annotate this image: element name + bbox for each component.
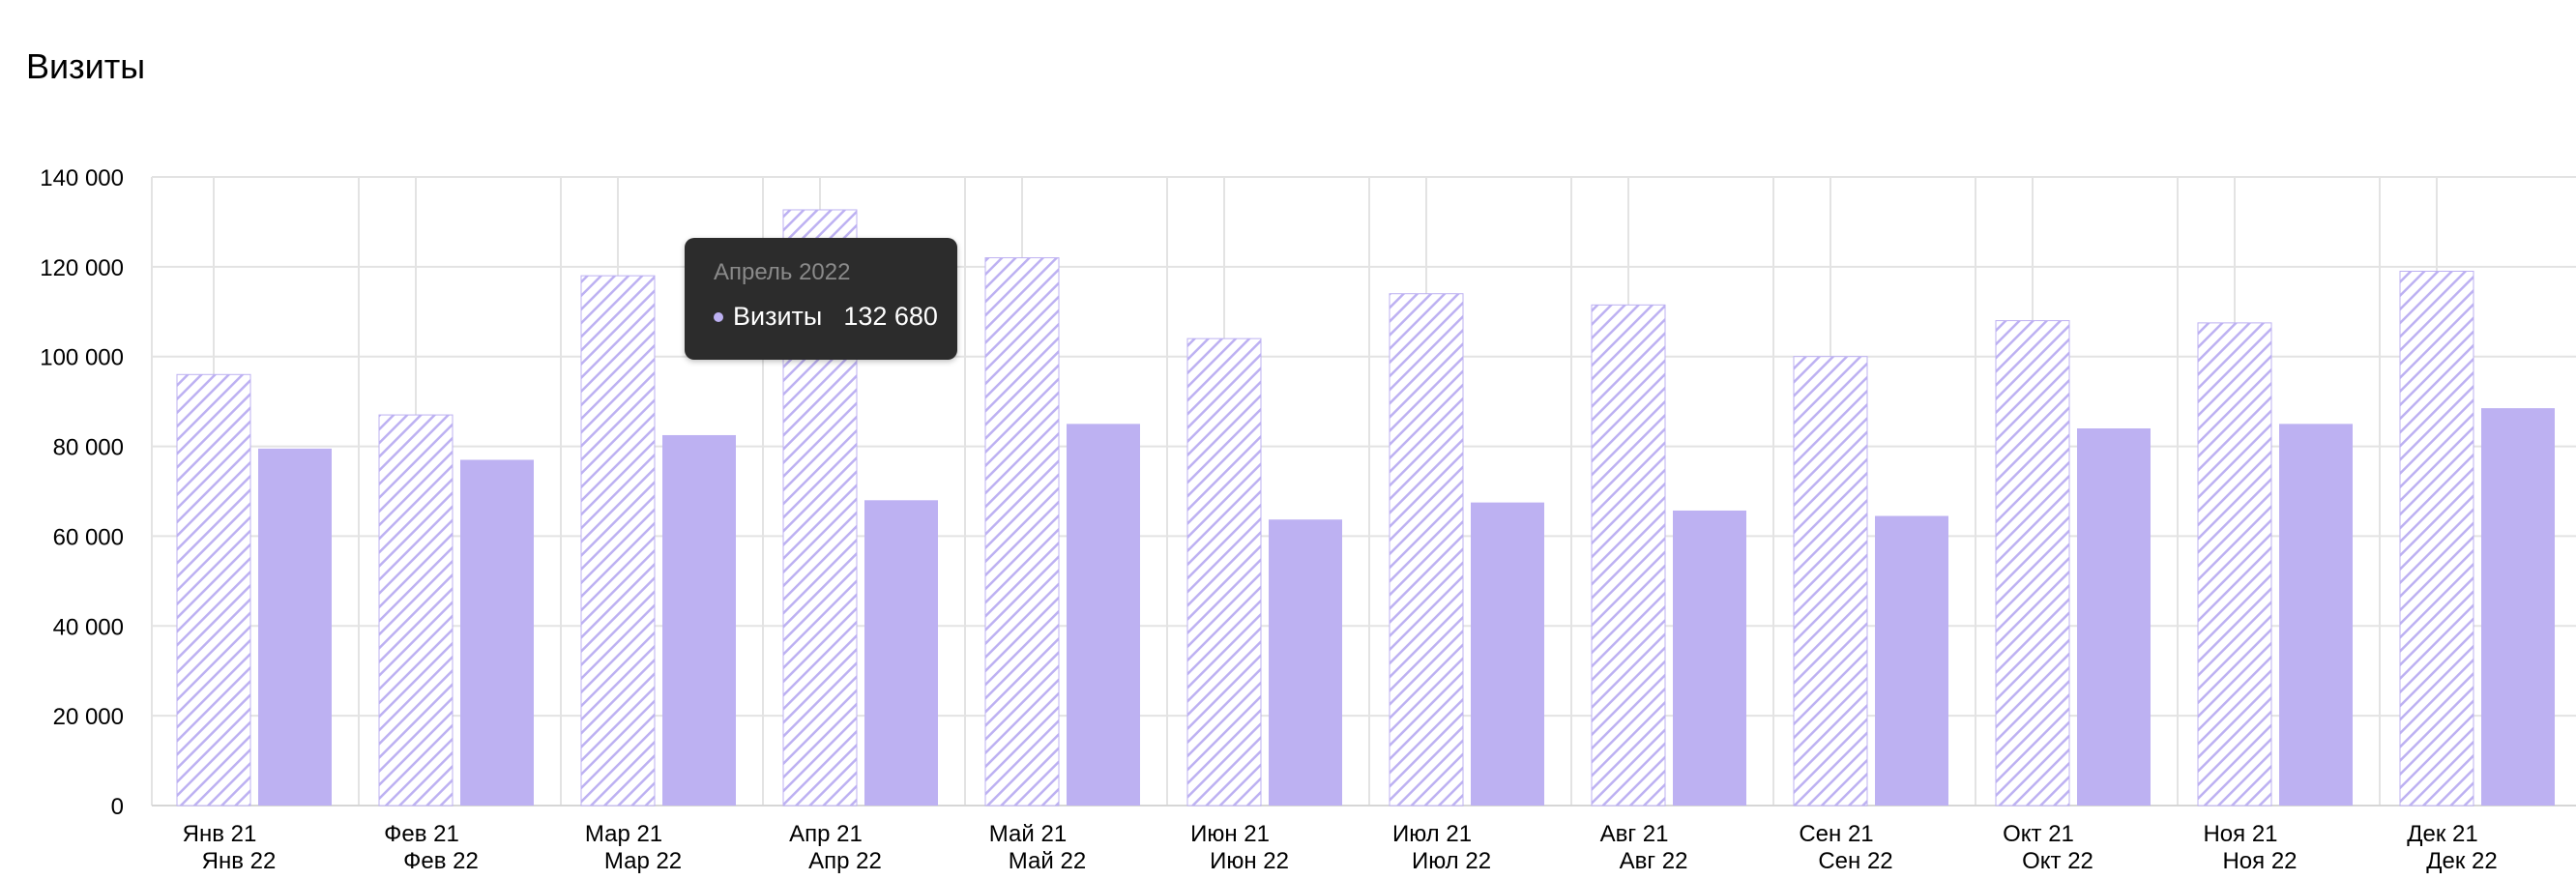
y-tick-label: 20 000 — [53, 704, 124, 730]
x-tick-label-2021: Июн 21 — [1190, 821, 1270, 847]
bar-2021[interactable] — [2197, 322, 2272, 807]
x-tick-label-2022: Авг 22 — [1620, 848, 1688, 874]
bar-2021[interactable] — [378, 414, 454, 807]
x-tick-label-2022: Сен 22 — [1818, 848, 1892, 874]
x-tick-label-2022: Апр 22 — [808, 848, 882, 874]
x-tick-label-2021: Дек 21 — [2407, 821, 2477, 847]
y-axis: 0 20 000 40 000 60 000 80 000 100 000 120 000 1… — [40, 165, 124, 820]
bar-2021[interactable] — [1591, 304, 1666, 807]
tooltip-value: 132 680 — [843, 302, 938, 331]
chart-title: Визиты — [26, 46, 146, 86]
tooltip: Апрель 2022 Визиты 132 680 — [685, 238, 957, 360]
x-tick-label-2022: Фев 22 — [403, 848, 479, 874]
bar-2022[interactable] — [2481, 408, 2555, 806]
x-tick-label-2021: Фев 21 — [384, 821, 459, 847]
bar-2022[interactable] — [1269, 519, 1342, 806]
bar-2022[interactable] — [460, 459, 534, 807]
bar-2022[interactable] — [864, 500, 938, 806]
x-tick-label-2021: Авг 21 — [1600, 821, 1669, 847]
bar-2021[interactable] — [580, 275, 656, 807]
tooltip-period: Апрель 2022 — [714, 259, 851, 285]
tooltip-row: Визиты 132 680 — [714, 302, 938, 332]
x-tick-label-2021: Сен 21 — [1799, 821, 1873, 847]
bar-2021[interactable] — [176, 373, 251, 807]
x-tick-label-2021: Ноя 21 — [2203, 821, 2277, 847]
y-tick-label: 120 000 — [40, 255, 124, 281]
x-tick-label-2021: Май 21 — [989, 821, 1067, 847]
bar-2021[interactable] — [1793, 356, 1868, 807]
x-tick-label-2021: Окт 21 — [2003, 821, 2074, 847]
x-tick-label-2022: Мар 22 — [604, 848, 682, 874]
bar-2021[interactable] — [2399, 271, 2474, 807]
bar-2022[interactable] — [662, 434, 736, 806]
bar-2021[interactable] — [1389, 293, 1464, 807]
x-tick-label-2022: Ноя 22 — [2222, 848, 2297, 874]
x-tick-label-2021: Мар 21 — [585, 821, 662, 847]
x-tick-label-2022: Май 22 — [1009, 848, 1086, 874]
x-tick-label-2022: Июл 22 — [1412, 848, 1491, 874]
bar-2022[interactable] — [1673, 510, 1746, 806]
x-tick-label-2021: Янв 21 — [183, 821, 257, 847]
x-tick-label-2022: Окт 22 — [2022, 848, 2093, 874]
series-dot-icon — [714, 311, 723, 322]
bar-2022[interactable] — [1067, 424, 1140, 806]
y-tick-label: 100 000 — [40, 345, 124, 371]
bar-2022[interactable] — [2077, 428, 2151, 806]
bar-2022[interactable] — [2279, 424, 2353, 806]
x-tick-label-2022: Янв 22 — [202, 848, 277, 874]
bar-2021[interactable] — [1186, 337, 1262, 807]
tooltip-series-name: Визиты — [733, 302, 823, 331]
x-tick-label-2021: Июл 21 — [1392, 821, 1472, 847]
bar-2021[interactable] — [1995, 320, 2070, 807]
y-tick-label: 60 000 — [53, 524, 124, 550]
y-tick-label: 0 — [111, 794, 124, 820]
bar-2022[interactable] — [1471, 502, 1544, 806]
bar-2022[interactable] — [1875, 515, 1948, 806]
x-tick-label-2022: Июн 22 — [1210, 848, 1289, 874]
x-tick-label-2021: Апр 21 — [789, 821, 863, 847]
y-tick-label: 80 000 — [53, 435, 124, 461]
y-tick-label: 40 000 — [53, 614, 124, 640]
bar-2021[interactable] — [984, 257, 1060, 807]
bar-2022[interactable] — [258, 448, 332, 806]
y-tick-label: 140 000 — [40, 165, 124, 191]
x-tick-label-2022: Дек 22 — [2426, 848, 2497, 874]
